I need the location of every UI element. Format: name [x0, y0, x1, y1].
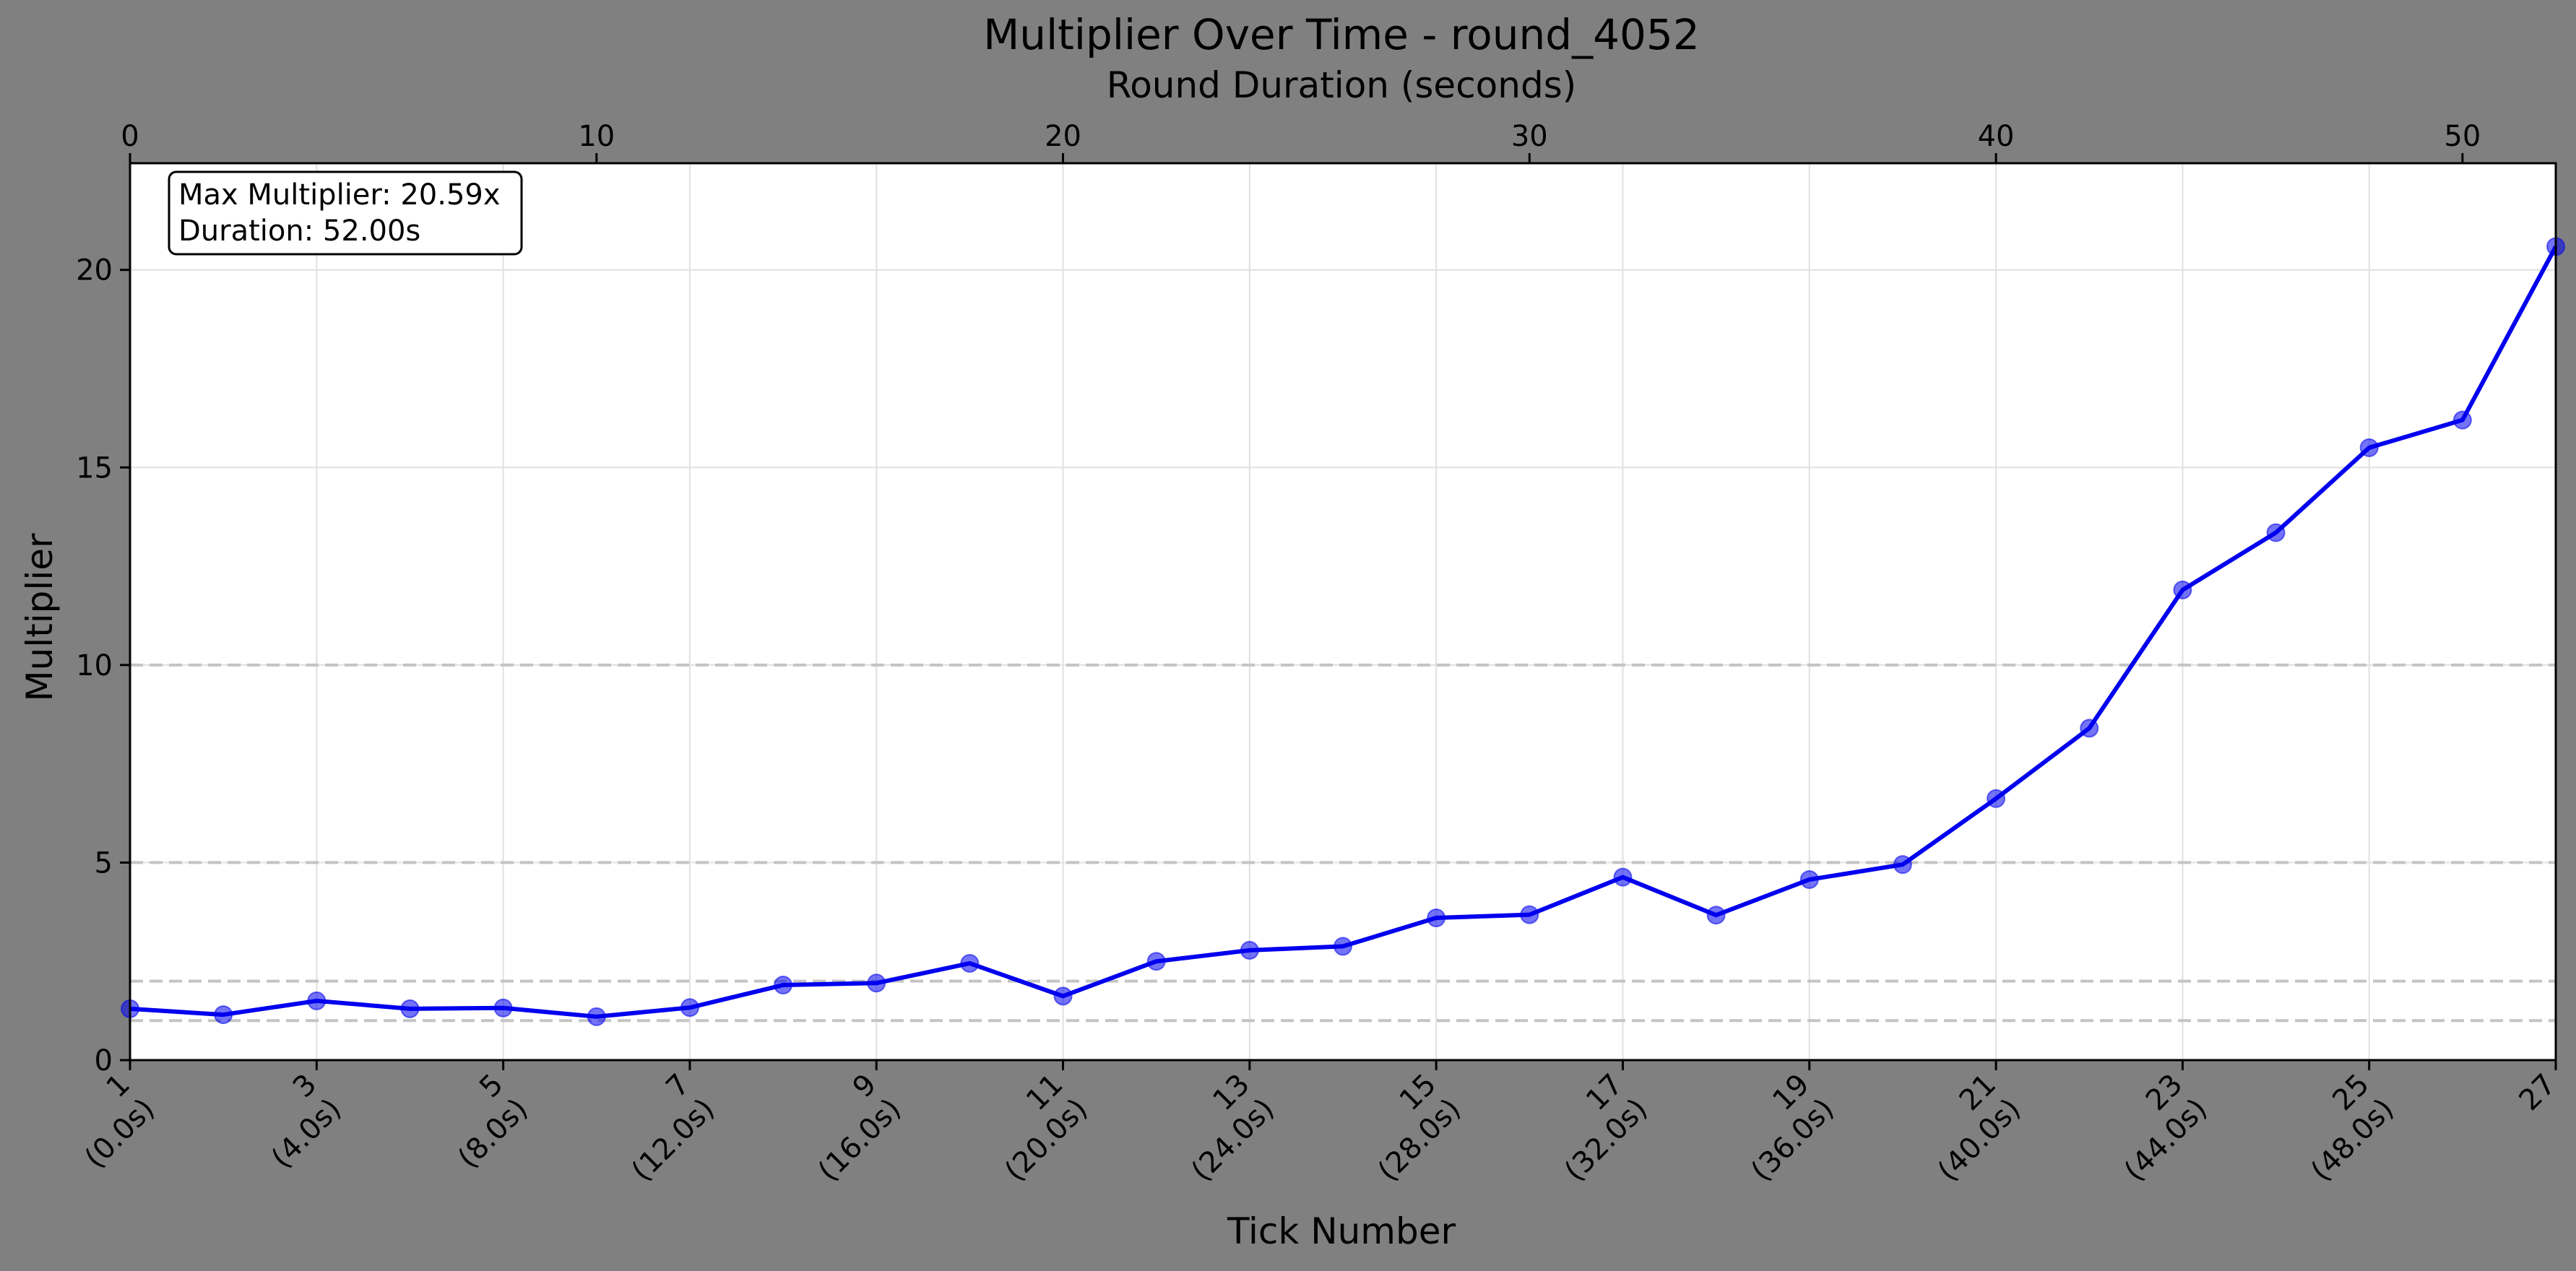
x-tick-label: 7(12.0s)	[601, 1068, 721, 1188]
x-tick-label: 13(24.0s)	[1161, 1068, 1281, 1188]
data-point	[1427, 908, 1446, 928]
data-point	[2359, 438, 2379, 457]
plot-area	[130, 163, 2556, 1060]
data-point	[2080, 719, 2099, 738]
x2-tick-label: 20	[1045, 120, 1081, 153]
x-tick-label: 25(48.0s)	[2280, 1068, 2400, 1188]
reference-lines	[130, 663, 2556, 1023]
chart-title: Multiplier Over Time - round_4052	[983, 10, 1699, 59]
x-tick-label: 1(0.0s)	[54, 1068, 161, 1175]
data-point	[493, 998, 513, 1018]
data-point	[2173, 580, 2192, 599]
x-tick-label: 9(16.0s)	[787, 1068, 907, 1188]
x-tick-label: 19(36.0s)	[1721, 1068, 1841, 1188]
x2-axis-ticks: 0 10 20 30 40 50	[121, 120, 2481, 163]
x2-axis-label: Round Duration (seconds)	[1107, 64, 1577, 106]
x-tick-label: 23(44.0s)	[2093, 1068, 2213, 1188]
y-tick-label: 10	[76, 649, 113, 682]
x2-tick-label: 30	[1511, 120, 1548, 153]
data-point	[400, 999, 420, 1018]
x2-tick-label: 40	[1978, 120, 2015, 153]
data-point	[680, 998, 699, 1018]
data-point	[1146, 952, 1166, 971]
y-tick-label: 20	[76, 254, 113, 287]
data-point	[1334, 937, 1352, 956]
y-axis-ticks: 0 5 10 15 20	[76, 254, 130, 1077]
x-tick-label: 3(4.0s)	[241, 1068, 347, 1175]
x2-tick-label: 0	[121, 120, 139, 153]
data-point	[2452, 410, 2472, 430]
data-point	[960, 953, 980, 973]
annotation-duration: Duration: 52.00s	[178, 214, 420, 248]
x-axis-label: Tick Number	[1227, 1210, 1456, 1252]
x-tick-label: 15(28.0s)	[1347, 1068, 1467, 1188]
x-tick-label: 5(8.0s)	[427, 1068, 534, 1175]
data-point	[1987, 789, 2006, 808]
x-tick-label: 27	[2513, 1068, 2563, 1118]
data-point	[587, 1007, 606, 1026]
annotation-box: Max Multiplier: 20.59x Duration: 52.00s	[168, 170, 523, 256]
x-tick-label: 11(20.0s)	[974, 1068, 1094, 1188]
y-axis-label: Multiplier	[19, 533, 61, 702]
plot-frame	[129, 162, 2557, 1062]
data-point	[1520, 905, 1539, 924]
data-point	[774, 976, 793, 995]
y-tick-label: 0	[95, 1044, 113, 1077]
x2-tick-label: 10	[578, 120, 615, 153]
data-point	[1799, 869, 1819, 889]
data-point	[307, 991, 327, 1010]
data-point	[1613, 867, 1633, 887]
y-tick-label: 15	[76, 451, 113, 485]
data-point	[1240, 940, 1259, 960]
x2-tick-label: 50	[2444, 120, 2481, 153]
data-point	[1706, 906, 1726, 925]
data-point	[214, 1005, 233, 1025]
annotation-max-multiplier: Max Multiplier: 20.59x	[178, 178, 501, 212]
x-tick-label: 21(40.0s)	[1907, 1068, 2027, 1188]
data-point	[1893, 855, 1912, 875]
y-tick-label: 5	[95, 846, 113, 880]
x-axis-ticks: 1(0.0s) 3(4.0s) 5(8.0s) 7(12.0s) 9(16.0s) 11(…	[54, 1060, 2563, 1188]
annotation-frame	[168, 170, 523, 256]
data-point	[2266, 523, 2286, 542]
data-point	[867, 973, 886, 993]
x-tick-label: 17(32.0s)	[1534, 1068, 1654, 1188]
data-point	[1053, 986, 1073, 1006]
